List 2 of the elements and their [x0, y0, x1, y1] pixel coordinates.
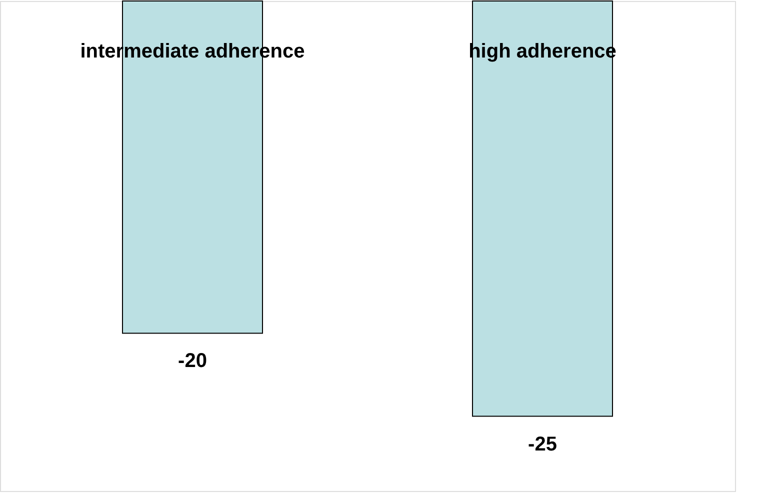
data-label: -25 — [528, 433, 557, 456]
data-label: -20 — [178, 350, 207, 372]
